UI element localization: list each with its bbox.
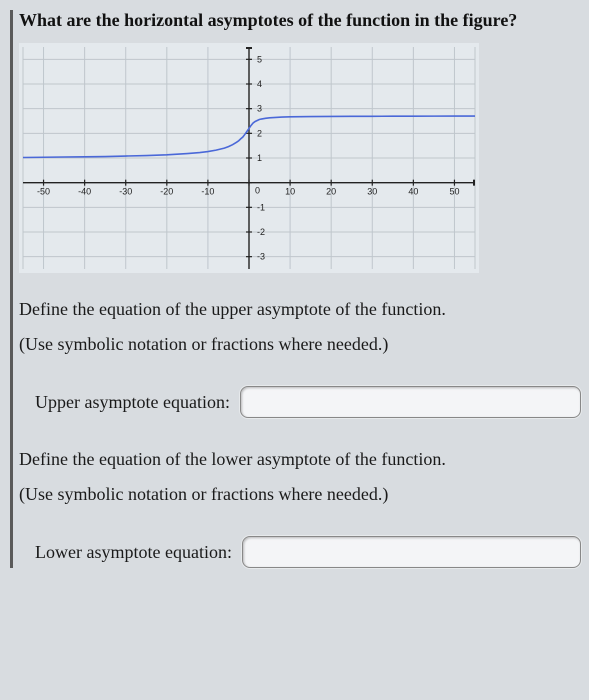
svg-text:-30: -30 — [119, 187, 132, 197]
svg-text:3: 3 — [257, 104, 262, 114]
svg-text:40: 40 — [408, 187, 418, 197]
lower-instruction: Define the equation of the lower asympto… — [19, 446, 581, 473]
svg-text:30: 30 — [367, 187, 377, 197]
svg-text:1: 1 — [257, 153, 262, 163]
svg-text:20: 20 — [326, 187, 336, 197]
svg-text:-40: -40 — [78, 187, 91, 197]
lower-asymptote-input[interactable] — [242, 536, 581, 568]
svg-text:-3: -3 — [257, 252, 265, 262]
upper-answer-row: Upper asymptote equation: — [35, 386, 581, 418]
lower-answer-label: Lower asymptote equation: — [35, 542, 232, 563]
question-container: What are the horizontal asymptotes of th… — [10, 10, 581, 568]
svg-text:50: 50 — [449, 187, 459, 197]
upper-instruction: Define the equation of the upper asympto… — [19, 296, 581, 323]
svg-text:-2: -2 — [257, 227, 265, 237]
svg-text:-1: -1 — [257, 202, 265, 212]
svg-text:4: 4 — [257, 79, 262, 89]
upper-asymptote-input[interactable] — [240, 386, 581, 418]
svg-text:0: 0 — [255, 186, 260, 196]
svg-text:2: 2 — [257, 128, 262, 138]
svg-text:10: 10 — [285, 187, 295, 197]
svg-text:-10: -10 — [201, 187, 214, 197]
upper-answer-label: Upper asymptote equation: — [35, 392, 230, 413]
chart-area: -50-40-30-20-101020304050-3-2-1123450 — [19, 43, 581, 278]
lower-sub-instruction: (Use symbolic notation or fractions wher… — [19, 481, 581, 508]
lower-answer-row: Lower asymptote equation: — [35, 536, 581, 568]
upper-sub-instruction: (Use symbolic notation or fractions wher… — [19, 331, 581, 358]
svg-text:5: 5 — [257, 54, 262, 64]
function-graph: -50-40-30-20-101020304050-3-2-1123450 — [19, 43, 479, 273]
question-title: What are the horizontal asymptotes of th… — [19, 10, 581, 31]
svg-text:-20: -20 — [160, 187, 173, 197]
svg-text:-50: -50 — [37, 187, 50, 197]
